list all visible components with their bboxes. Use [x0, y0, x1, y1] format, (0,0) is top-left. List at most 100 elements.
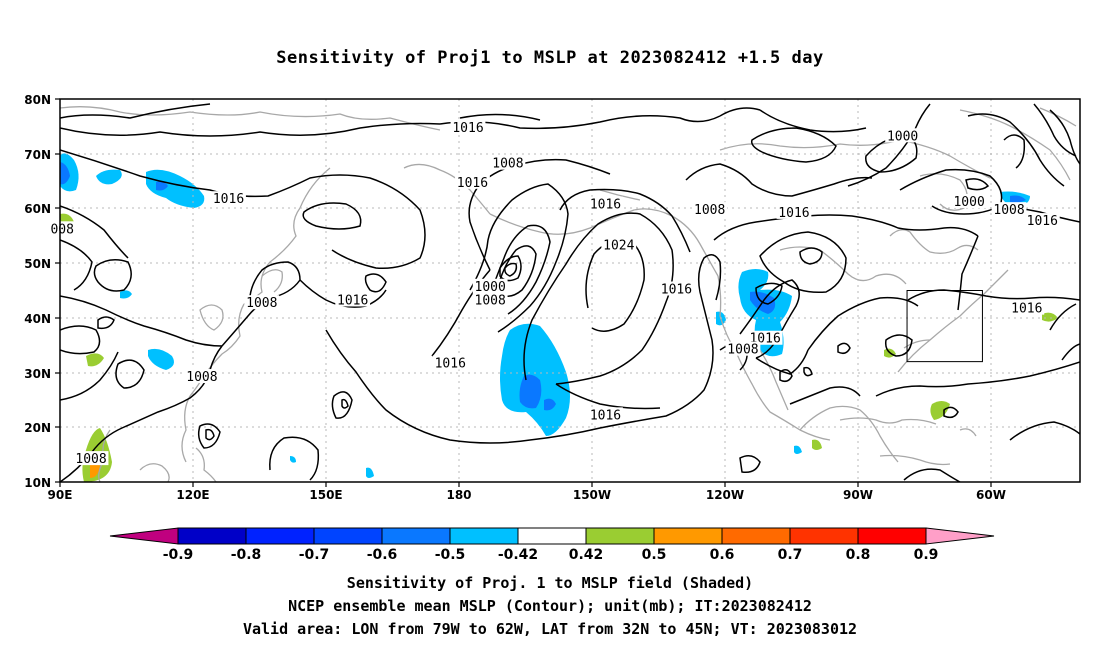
contour-label-bg — [601, 237, 637, 252]
shade-green — [930, 401, 950, 420]
colorbar-label: -0.9 — [163, 547, 194, 563]
colorbar-segment — [245, 527, 315, 545]
contour-label: 1024 — [603, 239, 634, 254]
shade-darkblue — [60, 162, 70, 185]
colorbar-segment — [177, 527, 247, 545]
colorbar-segment — [653, 527, 723, 545]
colorbar-label: 0.7 — [778, 547, 803, 563]
mslp-contours — [60, 103, 1080, 482]
colorbar-segment — [449, 527, 519, 545]
contour-label: 1008 — [694, 203, 725, 218]
shade-green — [812, 439, 822, 450]
shade-blue — [146, 169, 205, 208]
colorbar-segment — [789, 527, 859, 545]
caption-line-3: Valid area: LON from 79W to 62W, LAT fro… — [242, 620, 858, 638]
lat-tick-label: 20N — [24, 421, 51, 435]
contour-label-bg — [692, 202, 728, 217]
contour-label-bg — [588, 407, 623, 422]
caption-line-2: NCEP ensemble mean MSLP (Contour); unit(… — [288, 597, 812, 615]
contour-label-bg — [1024, 213, 1060, 228]
colorbar-segment — [517, 527, 587, 545]
contour-label-bg — [211, 191, 246, 206]
colorbar-segment — [585, 527, 655, 545]
lat-tick-label: 10N — [24, 476, 51, 490]
lon-tick-label: 120E — [176, 488, 209, 502]
contour-label-bg — [1009, 300, 1045, 315]
contour-label-bg — [432, 355, 468, 370]
lat-tick-label: 40N — [24, 312, 51, 326]
colorbar-label: -0.8 — [231, 547, 262, 563]
colorbar-label: 0.5 — [642, 547, 667, 563]
lon-tick-label: 180 — [446, 488, 471, 502]
shade-blue — [120, 290, 132, 299]
contour-label-bg — [184, 369, 220, 384]
colorbar-label: 0.9 — [914, 547, 939, 563]
contour-label-bg — [450, 120, 486, 135]
colorbar-segment — [857, 527, 927, 545]
contour-label: 1008 — [475, 293, 506, 308]
contour-label-bg — [747, 330, 783, 345]
contour-label: 1000 — [953, 195, 984, 210]
colorbar: -0.9 -0.8 -0.7 -0.6 -0.5 -0.42 0.42 0.5 … — [109, 527, 995, 563]
shade-darkblue — [519, 374, 542, 409]
lat-tick-label: 70N — [24, 148, 51, 162]
contour-label-bg — [455, 174, 490, 189]
contour-label: 1016 — [337, 293, 368, 308]
contour-label: 1016 — [1027, 214, 1058, 229]
shade-green — [1042, 312, 1058, 322]
lon-tick-label: 60W — [976, 488, 1006, 502]
colorbar-segment — [721, 527, 791, 545]
lon-tick-label: 150E — [309, 488, 342, 502]
contour-label: 1016 — [661, 283, 692, 298]
contour-label-bg — [725, 341, 761, 356]
contour-label-bg — [991, 202, 1027, 217]
lat-tick-labels: 80N 70N 60N 50N 40N 30N 20N 10N — [24, 93, 51, 490]
contour-label: 1008 — [727, 343, 758, 358]
lat-tick-label: 60N — [24, 202, 51, 216]
contour-label-bg — [472, 278, 508, 293]
contour-label: 1016 — [590, 198, 621, 213]
contour-label: 1008 — [75, 452, 106, 467]
contour-label: 1000 — [475, 280, 506, 295]
contour-label: 1008 — [492, 157, 523, 172]
contour-label-bg — [73, 451, 109, 466]
shade-blue — [794, 445, 802, 454]
lat-tick-label: 30N — [24, 367, 51, 381]
lon-tick-label: 90E — [48, 488, 73, 502]
lat-tick-label: 50N — [24, 257, 51, 271]
colorbar-label: -0.6 — [367, 547, 398, 563]
colorbar-right-triangle — [925, 527, 995, 545]
coastlines — [60, 106, 1077, 482]
contour-label: 1008 — [993, 203, 1024, 218]
contour-label-bg — [335, 292, 371, 307]
colorbar-label: -0.5 — [435, 547, 466, 563]
contour-label-bg — [244, 295, 280, 310]
lon-tick-label: 150W — [573, 488, 611, 502]
contour-label-bg — [776, 204, 812, 219]
contour-label-bg — [951, 193, 987, 208]
contour-label: 1000 — [887, 129, 918, 144]
map-title: Sensitivity of Proj1 to MSLP at 20230824… — [276, 48, 824, 68]
shade-darkblue — [1010, 195, 1026, 203]
colorbar-label: -0.7 — [299, 547, 330, 563]
shade-blue — [290, 456, 296, 463]
tick-marks — [55, 98, 992, 487]
gridlines — [60, 99, 1080, 482]
contour-label-bg — [490, 155, 526, 170]
shade-blue — [366, 467, 374, 478]
colorbar-segment — [313, 527, 383, 545]
colorbar-label: 0.42 — [569, 547, 604, 563]
colorbar-label: -0.42 — [498, 547, 538, 563]
contour-label: 1016 — [590, 408, 621, 423]
colorbar-labels: -0.9 -0.8 -0.7 -0.6 -0.5 -0.42 0.42 0.5 … — [163, 547, 939, 563]
shade-green — [86, 353, 104, 367]
contour-label-bg — [588, 196, 623, 211]
contour-label-bg — [885, 128, 921, 143]
lon-tick-label: 90W — [843, 488, 873, 502]
colorbar-segment — [381, 527, 451, 545]
contour-label: 1008 — [186, 370, 217, 385]
valid-area-box — [906, 290, 983, 363]
plot-frame — [59, 98, 1081, 483]
